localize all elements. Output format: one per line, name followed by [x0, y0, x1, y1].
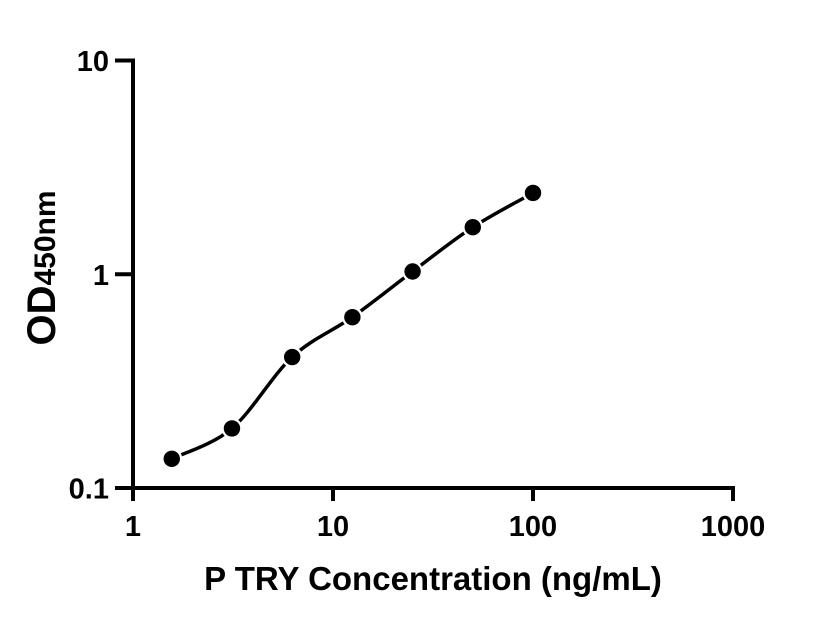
x-tick-label: 100: [509, 511, 557, 543]
data-point-marker: [404, 263, 421, 280]
data-point-marker: [524, 184, 542, 202]
data-point-marker: [283, 348, 301, 366]
data-point-marker: [344, 308, 361, 326]
data-point-marker: [163, 450, 180, 467]
data-point-marker: [464, 219, 481, 236]
y-tick-label: 0.1: [69, 474, 109, 506]
y-axis-title-subscript: 450nm: [29, 190, 62, 286]
x-tick-label: 10: [317, 511, 349, 543]
y-axis-title: OD450nm: [20, 190, 64, 346]
x-axis-title: P TRY Concentration (ng/mL): [204, 560, 662, 597]
y-tick-label: 10: [77, 46, 109, 78]
y-tick-label: 1: [93, 260, 109, 292]
x-tick-label: 1000: [701, 511, 766, 543]
y-axis-title-text: OD: [20, 285, 64, 346]
data-point-marker: [223, 420, 241, 437]
x-tick-label: 1: [125, 511, 141, 543]
